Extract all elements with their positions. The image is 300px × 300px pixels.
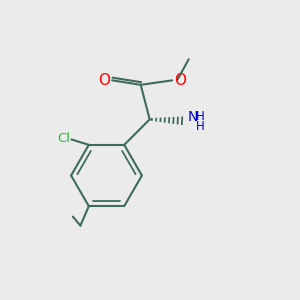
Text: O: O <box>98 73 110 88</box>
Text: O: O <box>174 73 186 88</box>
Text: Cl: Cl <box>57 132 70 145</box>
Text: H: H <box>196 110 204 123</box>
Text: H: H <box>196 120 204 133</box>
Text: N: N <box>187 110 198 124</box>
